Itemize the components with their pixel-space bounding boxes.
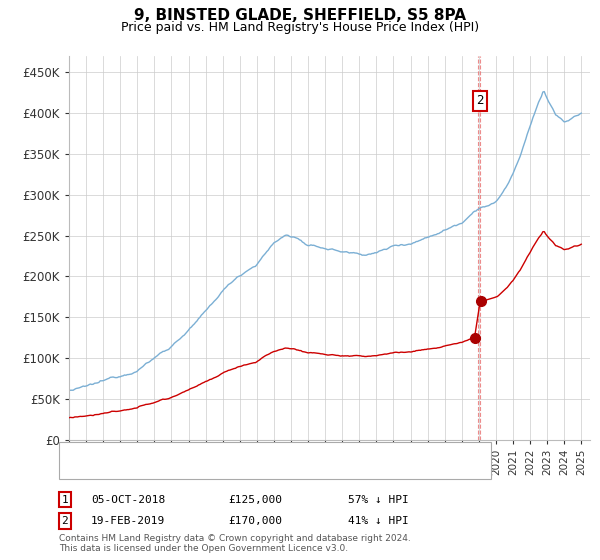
Text: 41% ↓ HPI: 41% ↓ HPI [348, 516, 409, 526]
Text: 2: 2 [476, 95, 484, 108]
Text: ————: ———— [70, 445, 100, 459]
Text: 1: 1 [61, 494, 68, 505]
Text: 2: 2 [61, 516, 68, 526]
Text: 05-OCT-2018: 05-OCT-2018 [91, 494, 166, 505]
Text: HPI: Average price, detached house, Sheffield: HPI: Average price, detached house, Shef… [96, 463, 347, 473]
Text: 9, BINSTED GLADE, SHEFFIELD, S5 8PA: 9, BINSTED GLADE, SHEFFIELD, S5 8PA [134, 8, 466, 24]
Text: 57% ↓ HPI: 57% ↓ HPI [348, 494, 409, 505]
Text: ————: ———— [70, 461, 100, 474]
Text: Price paid vs. HM Land Registry's House Price Index (HPI): Price paid vs. HM Land Registry's House … [121, 21, 479, 34]
Text: £125,000: £125,000 [228, 494, 282, 505]
Text: £170,000: £170,000 [228, 516, 282, 526]
Text: 19-FEB-2019: 19-FEB-2019 [91, 516, 166, 526]
Text: 9, BINSTED GLADE, SHEFFIELD, S5 8PA (detached house): 9, BINSTED GLADE, SHEFFIELD, S5 8PA (det… [96, 447, 409, 457]
Text: Contains HM Land Registry data © Crown copyright and database right 2024.
This d: Contains HM Land Registry data © Crown c… [59, 534, 410, 553]
